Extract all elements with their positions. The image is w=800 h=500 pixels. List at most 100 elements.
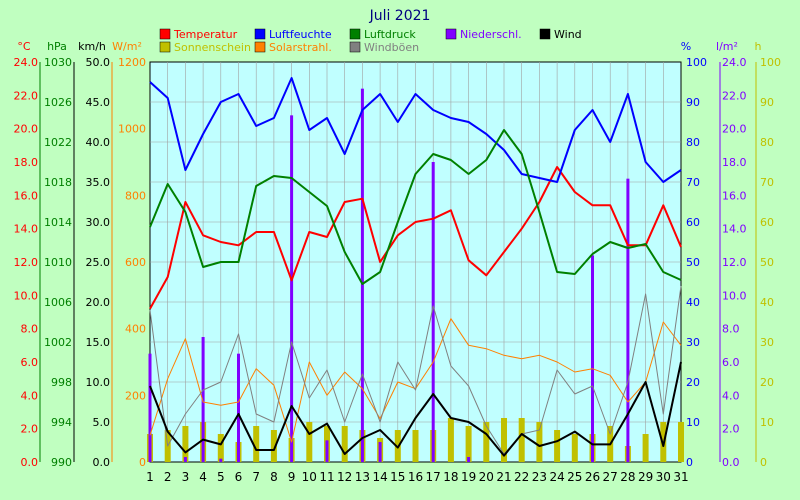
axes: °C 0.0 2.0 4.0 6.0 8.0 10.0 12.0 14.0 16.0 18.0 20.… [14,40,782,469]
tick-label-h: 10 [760,416,774,429]
tick-label-temp: 4.0 [21,389,39,402]
legend-swatch [159,28,171,40]
axis-unit-hpa: hPa [47,40,67,53]
x-tick-label: 17 [426,470,441,484]
tick-label-kmh: 25.0 [86,256,111,269]
tick-label-hpa: 994 [51,416,72,429]
axis-unit-lm2: l/m² [716,40,738,53]
tick-label-hpa: 1026 [44,96,72,109]
temperature-line [149,166,682,310]
tick-label-wm2: 600 [125,256,146,269]
gust-line [149,285,682,455]
x-tick-label: 10 [302,470,317,484]
tick-label-kmh: 50.0 [86,56,111,69]
tick-label-temp: 22.0 [14,89,39,102]
precip-bar-17 [431,162,435,462]
tick-label-h: 100 [760,56,781,69]
wind-line [149,361,682,457]
legend-swatch [254,41,266,53]
tick-label-temp: 2.0 [21,423,39,436]
precip-bar-14 [378,442,382,462]
legend-swatch [539,28,551,40]
x-tick-label: 12 [337,470,352,484]
tick-label-hpa: 1014 [44,216,72,229]
tick-label-hpa: 1006 [44,296,72,309]
sunshine-bar-29 [642,434,649,462]
tick-label-hpa: 1002 [44,336,72,349]
axis-unit-pct: % [681,40,691,53]
x-tick-label: 15 [390,470,405,484]
tick-label-lm2: 12.0 [722,256,747,269]
sunshine-bar-31 [678,422,684,462]
legend-label: Luftdruck [364,28,416,41]
tick-label-hpa: 1022 [44,136,72,149]
legend-swatch [349,41,361,53]
tick-label-h: 80 [760,136,774,149]
tick-label-pct: 80 [686,136,700,149]
tick-label-temp: 0.0 [21,456,39,469]
tick-label-hpa: 990 [51,456,72,469]
sunshine-bar-12 [341,426,348,462]
x-tick-label: 3 [182,470,190,484]
tick-label-lm2: 8.0 [722,323,740,336]
sunshine-bar-5 [217,434,224,462]
legend-label: Solarstrahl. [269,41,332,54]
lines [149,77,682,457]
tick-label-temp: 6.0 [21,356,39,369]
tick-label-pct: 30 [686,336,700,349]
tick-label-pct: 90 [686,96,700,109]
x-tick-label: 27 [603,470,618,484]
precip-bar-3 [183,457,187,462]
tick-label-h: 90 [760,96,774,109]
tick-label-lm2: 18.0 [722,156,747,169]
x-tick-label: 6 [235,470,243,484]
tick-label-h: 40 [760,296,774,309]
tick-label-temp: 24.0 [14,56,39,69]
precip-bar-4 [201,337,205,462]
tick-label-pct: 50 [686,256,700,269]
precip-bar-26 [591,255,594,462]
tick-label-lm2: 2.0 [722,423,740,436]
sunshine-bar-16 [412,430,419,462]
x-tick-label: 24 [549,470,564,484]
tick-label-kmh: 40.0 [86,136,111,149]
precip-bar-1 [148,353,152,462]
precip-bar-11 [325,440,329,462]
sunshine-bar-7 [253,426,260,462]
tick-label-lm2: 22.0 [722,89,747,102]
x-tick-label: 25 [567,470,582,484]
tick-label-kmh: 20.0 [86,296,111,309]
tick-label-lm2: 0.0 [722,456,740,469]
x-tick-label: 20 [479,470,494,484]
x-tick-label: 23 [532,470,547,484]
x-tick-label: 30 [656,470,671,484]
legend-label: Temperatur [173,28,238,41]
tick-label-pct: 10 [686,416,700,429]
axis-unit-temp: °C [17,40,31,53]
legend-label: Windböen [364,41,419,54]
humidity-line [149,77,682,183]
pressure-line [149,129,682,285]
tick-label-kmh: 0.0 [93,456,111,469]
tick-label-hpa: 1010 [44,256,72,269]
precip-bar-28 [626,178,630,462]
x-tick-label: 22 [514,470,529,484]
tick-label-temp: 10.0 [14,289,39,302]
sunshine-bar-18 [447,418,454,462]
chart-title: Juli 2021 [369,8,431,24]
precip-bar-19 [467,457,471,462]
tick-label-kmh: 10.0 [86,376,111,389]
sunshine-bar-22 [518,418,525,462]
tick-label-hpa: 998 [51,376,72,389]
tick-label-pct: 70 [686,176,700,189]
legend-label: Wind [554,28,582,41]
tick-label-temp: 18.0 [14,156,39,169]
x-tick-label: 21 [496,470,511,484]
tick-label-lm2: 10.0 [722,289,747,302]
x-tick-label: 28 [620,470,635,484]
tick-label-h: 50 [760,256,774,269]
precip-bar-5 [219,458,223,462]
x-tick-label: 14 [372,470,387,484]
tick-label-wm2: 0 [139,456,146,469]
